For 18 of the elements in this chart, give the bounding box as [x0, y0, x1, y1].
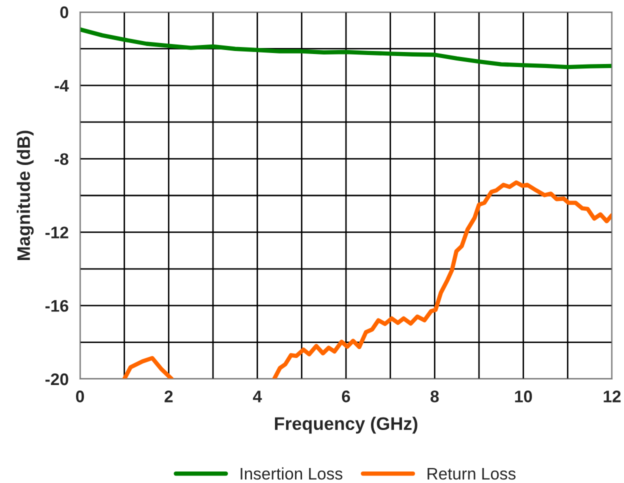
- x-tick-label: 0: [76, 390, 84, 402]
- x-axis-title: Frequency (GHz): [274, 416, 418, 434]
- line-series: [80, 27, 612, 70]
- y-axis-title: Magnitude (dB): [16, 130, 34, 260]
- y-tick-label: -8: [54, 153, 68, 166]
- x-tick-label: 12: [604, 390, 621, 402]
- y-tick-label: -20: [45, 373, 68, 386]
- legend-label: Insertion Loss: [240, 467, 342, 480]
- x-tick-label: 6: [342, 390, 350, 402]
- legend-label: Return Loss: [428, 468, 516, 480]
- y-tick-label: 0: [60, 6, 68, 18]
- x-tick-label: 4: [252, 390, 262, 402]
- x-tick-label: 2: [164, 390, 173, 402]
- y-tick-label: -12: [45, 226, 68, 238]
- y-tick-label: -4: [54, 80, 69, 92]
- x-tick-label: 10: [515, 390, 532, 402]
- y-tick-label: -16: [45, 300, 68, 312]
- x-tick-label: 8: [430, 390, 439, 402]
